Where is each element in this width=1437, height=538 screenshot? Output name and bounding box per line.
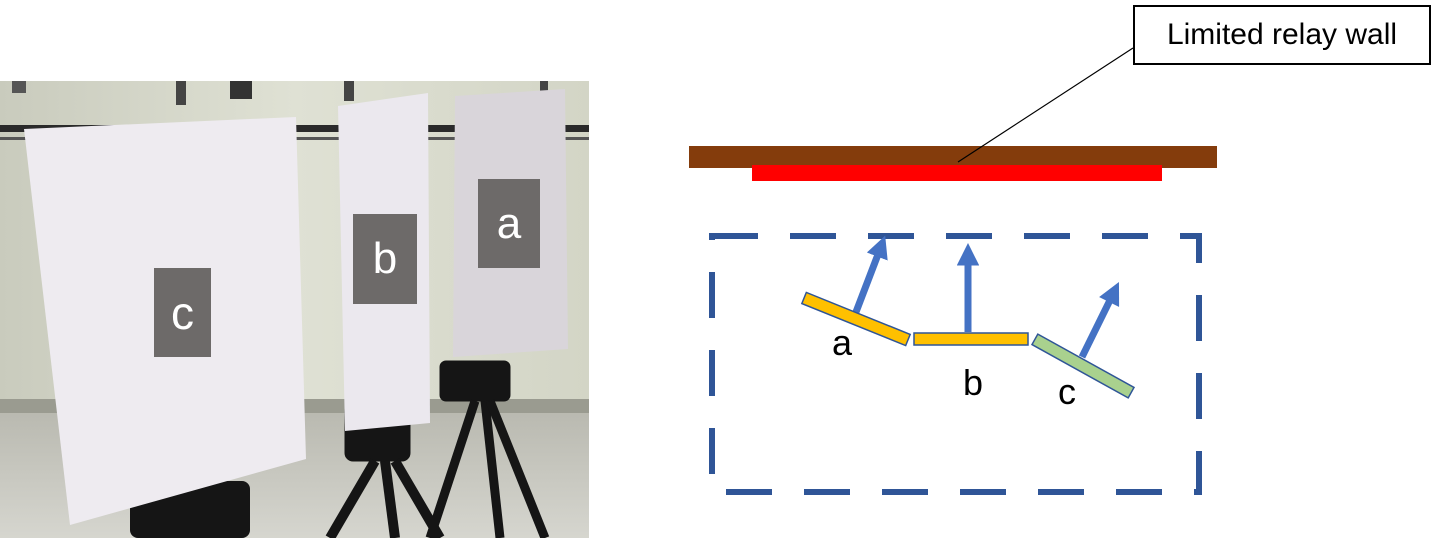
- scene-photo: [0, 81, 589, 538]
- photo-label-b-text: b: [372, 234, 398, 283]
- wall-hook: [176, 81, 186, 105]
- photo-label-b: b: [353, 214, 417, 304]
- relay-wall-callout-text: Limited relay wall: [1166, 18, 1398, 51]
- normal-arrow-c: [1078, 281, 1120, 359]
- wall-hook: [230, 81, 252, 99]
- photo-label-c: c: [154, 268, 211, 357]
- normal-arrow-a: [852, 235, 888, 314]
- relay-wall-callout: Limited relay wall: [1133, 5, 1431, 65]
- schematic-label-b: b: [963, 362, 984, 403]
- hidden-scene-boundary: [709, 233, 1202, 495]
- panel-c-schematic: [1030, 333, 1136, 399]
- schematic-label-c: c: [1058, 371, 1076, 412]
- callout-leader: [957, 47, 1134, 163]
- photo-label-a: a: [478, 179, 540, 268]
- wall-hook: [540, 81, 548, 99]
- relay-strip: [752, 165, 1162, 181]
- schematic-label-a: a: [832, 322, 853, 363]
- photo-label-a-text: a: [496, 198, 522, 248]
- wall-bar: [689, 146, 1217, 168]
- panel-a-schematic: [800, 291, 912, 347]
- wall-hook: [344, 81, 354, 101]
- tripod-a: [425, 360, 550, 538]
- wall-hook: [12, 81, 26, 93]
- panel-b-schematic: [913, 332, 1029, 346]
- photo-label-c-text: c: [171, 286, 194, 339]
